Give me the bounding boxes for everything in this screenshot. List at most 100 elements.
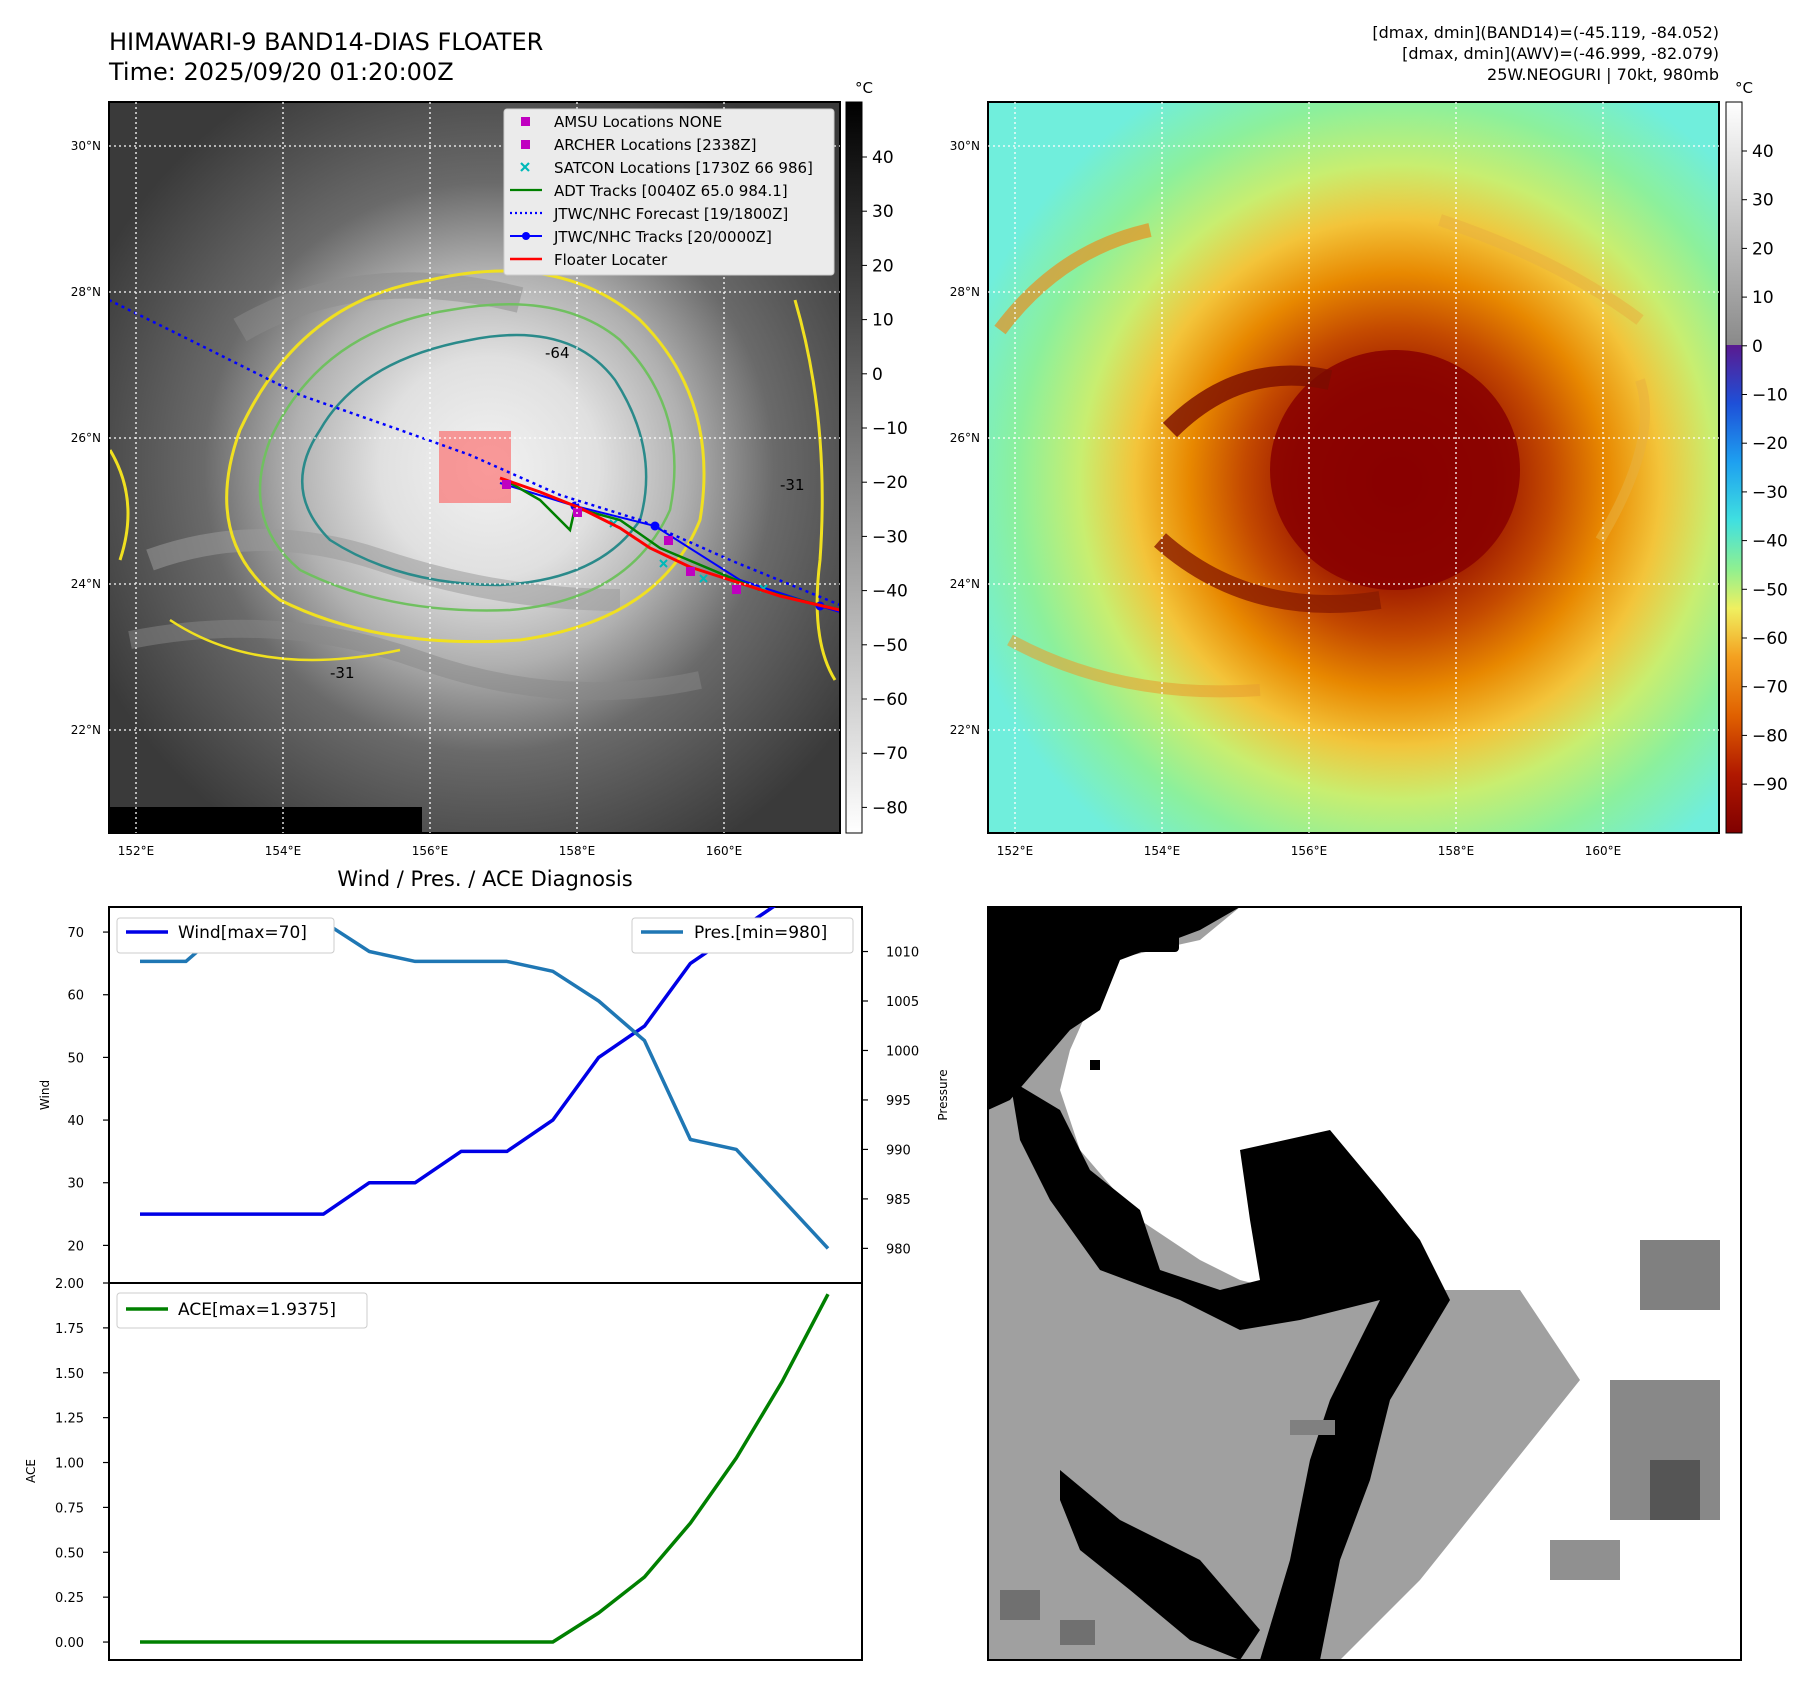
ir-colorbar-tick-label: −20 bbox=[872, 473, 908, 493]
ir-colorbar-tick-label: −50 bbox=[872, 636, 908, 656]
ace-tick-label: 0.00 bbox=[55, 1636, 84, 1651]
ace-axes bbox=[108, 1282, 863, 1661]
awv-colorbar-tick-label: 30 bbox=[1752, 191, 1774, 211]
awv-colorbar: °C 40 30 20 10 0 −10 −20 −30 −40 −50 −60 −70 −80 −90 bbox=[1725, 79, 1788, 834]
awv-colorbar-tick-label: −40 bbox=[1752, 532, 1788, 552]
lon-tick: 152°E bbox=[997, 844, 1034, 858]
lon-tick: 156°E bbox=[412, 844, 449, 858]
pressure-tick-label: 990 bbox=[886, 1143, 911, 1158]
contour-label-3: -31 bbox=[780, 476, 805, 494]
wind-legend: Wind[max=70] bbox=[116, 917, 335, 954]
ir-colorbar-unit: °C bbox=[855, 79, 873, 97]
wind-legend-label: Wind[max=70] bbox=[178, 923, 307, 943]
awv-imagery bbox=[988, 102, 1719, 833]
awv-map-panel: [dmax, dmin](BAND14)=(-45.119, -84.052) … bbox=[950, 23, 1788, 858]
awv-lat-ticks: 30°N 28°N 26°N 24°N 22°N bbox=[950, 139, 980, 737]
ir-colorbar-tick-label: 40 bbox=[872, 148, 894, 168]
wmg-frame bbox=[987, 906, 1742, 1661]
lon-tick: 160°E bbox=[1585, 844, 1622, 858]
ace-tick-label: 0.75 bbox=[55, 1501, 84, 1516]
wmg-panel: WMG Count: 0 bbox=[987, 906, 1742, 1661]
pressure-legend-label: Pres.[min=980] bbox=[694, 923, 827, 943]
wind-tick-label: 60 bbox=[67, 989, 84, 1004]
lat-tick: 28°N bbox=[71, 285, 101, 299]
lat-tick: 30°N bbox=[71, 139, 101, 153]
map-legend: AMSU Locations NONE ARCHER Locations [23… bbox=[503, 108, 835, 276]
awv-colorbar-tick-label: −20 bbox=[1752, 434, 1788, 454]
lat-tick: 22°N bbox=[71, 723, 101, 737]
ir-map-panel: HIMAWARI-9 BAND14-DIAS FLOATER Time: 202… bbox=[71, 28, 908, 858]
awv-gridlines bbox=[988, 102, 1719, 833]
ir-colorbar-tick-label: −60 bbox=[872, 690, 908, 710]
floater-box bbox=[439, 431, 511, 503]
legend-archer: ARCHER Locations [2338Z] bbox=[554, 136, 757, 154]
lat-tick: 28°N bbox=[950, 285, 980, 299]
ace-line bbox=[140, 1293, 830, 1644]
ir-colorbar-tick-label: 30 bbox=[872, 202, 894, 222]
awv-colorbar-unit: °C bbox=[1735, 79, 1753, 97]
ace-tick-label: 1.75 bbox=[55, 1322, 84, 1337]
lat-tick: 26°N bbox=[950, 431, 980, 445]
awv-map-frame bbox=[987, 101, 1720, 834]
ir-colorbar-tick-label: 20 bbox=[872, 256, 894, 276]
ir-colorbar: °C 40 30 20 10 0 −10 −20 −30 −40 −50 −60 −70 −80 bbox=[845, 79, 908, 834]
legend-satcon: SATCON Locations [1730Z 66 986] bbox=[554, 159, 813, 177]
lon-tick: 156°E bbox=[1291, 844, 1328, 858]
wind-ylabel: Wind bbox=[38, 1080, 52, 1110]
awv-colorbar-tick-label: −90 bbox=[1752, 775, 1788, 795]
legend-adt: ADT Tracks [0040Z 65.0 984.1] bbox=[554, 182, 788, 200]
awv-colorbar-tick-label: −60 bbox=[1752, 629, 1788, 649]
ir-colorbar-tick-label: −70 bbox=[872, 744, 908, 764]
ace-tick-label: 2.00 bbox=[55, 1277, 84, 1292]
pressure-tick-label: 995 bbox=[886, 1094, 911, 1109]
pressure-tick-label: 1000 bbox=[886, 1044, 919, 1059]
ace-tick-label: 1.00 bbox=[55, 1457, 84, 1472]
diagnosis-chart: Wind / Pres. / ACE Diagnosis Wind Pressu… bbox=[24, 867, 950, 1661]
wind-pressure-axes bbox=[108, 906, 863, 1284]
pressure-tick-label: 985 bbox=[886, 1193, 911, 1208]
awv-lon-ticks: 152°E 154°E 156°E 158°E 160°E bbox=[997, 844, 1622, 858]
pressure-tick-label: 1005 bbox=[886, 995, 919, 1010]
info-line1: [dmax, dmin](BAND14)=(-45.119, -84.052) bbox=[1372, 23, 1719, 42]
ace-tick-label: 0.50 bbox=[55, 1546, 84, 1561]
pressure-tick-label: 1010 bbox=[886, 946, 919, 961]
legend-floater: Floater Locater bbox=[554, 251, 668, 269]
ir-colorbar-tick-label: −30 bbox=[872, 527, 908, 547]
ir-lat-ticks: 30°N 28°N 26°N 24°N 22°N bbox=[71, 139, 101, 737]
lon-tick: 158°E bbox=[1438, 844, 1475, 858]
jtwc-forecast-track bbox=[109, 298, 840, 607]
pressure-yticks: 980 985 990 995 1000 1005 1010 bbox=[862, 946, 919, 1257]
title-line1: HIMAWARI-9 BAND14-DIAS FLOATER bbox=[109, 28, 543, 56]
legend-jtwc-forecast: JTWC/NHC Forecast [19/1800Z] bbox=[553, 205, 788, 223]
awv-colorbar-tick-label: 10 bbox=[1752, 288, 1774, 308]
ir-colorbar-tick-label: 10 bbox=[872, 311, 894, 331]
awv-colorbar-tick-label: 0 bbox=[1752, 337, 1763, 357]
copyright: Copyright © 2020-2025 Dapiya bbox=[113, 811, 392, 830]
ir-colorbar-tick-label: 0 bbox=[872, 365, 883, 385]
lon-tick: 158°E bbox=[559, 844, 596, 858]
pressure-ylabel: Pressure bbox=[936, 1069, 950, 1120]
lat-tick: 30°N bbox=[950, 139, 980, 153]
lat-tick: 26°N bbox=[71, 431, 101, 445]
lat-tick: 22°N bbox=[950, 723, 980, 737]
title-line2: Time: 2025/09/20 01:20:00Z bbox=[108, 58, 454, 86]
floater-locater-track bbox=[499, 476, 840, 612]
ace-legend-label: ACE[max=1.9375] bbox=[178, 1300, 336, 1320]
wind-tick-label: 20 bbox=[67, 1239, 84, 1254]
awv-colorbar-tick-label: −80 bbox=[1752, 726, 1788, 746]
ace-ylabel: ACE bbox=[24, 1459, 38, 1483]
ace-legend: ACE[max=1.9375] bbox=[116, 1292, 368, 1329]
ir-colorbar-tick-label: −80 bbox=[872, 798, 908, 818]
awv-colorbar-tick-label: −50 bbox=[1752, 580, 1788, 600]
awv-colorbar-tick-label: −70 bbox=[1752, 678, 1788, 698]
wind-tick-label: 30 bbox=[67, 1177, 84, 1192]
legend-amsu: AMSU Locations NONE bbox=[554, 113, 722, 131]
contour-label-1: -64 bbox=[545, 344, 570, 362]
info-line3: 25W.NEOGURI | 70kt, 980mb bbox=[1487, 65, 1719, 84]
legend-jtwc-tracks: JTWC/NHC Tracks [20/0000Z] bbox=[553, 228, 772, 246]
ace-yticks: 0.00 0.25 0.50 0.75 1.00 1.25 1.50 1.75 2.00 bbox=[55, 1277, 109, 1651]
wmg-badge bbox=[997, 920, 1179, 952]
lon-tick: 152°E bbox=[118, 844, 155, 858]
lat-tick: 24°N bbox=[950, 577, 980, 591]
